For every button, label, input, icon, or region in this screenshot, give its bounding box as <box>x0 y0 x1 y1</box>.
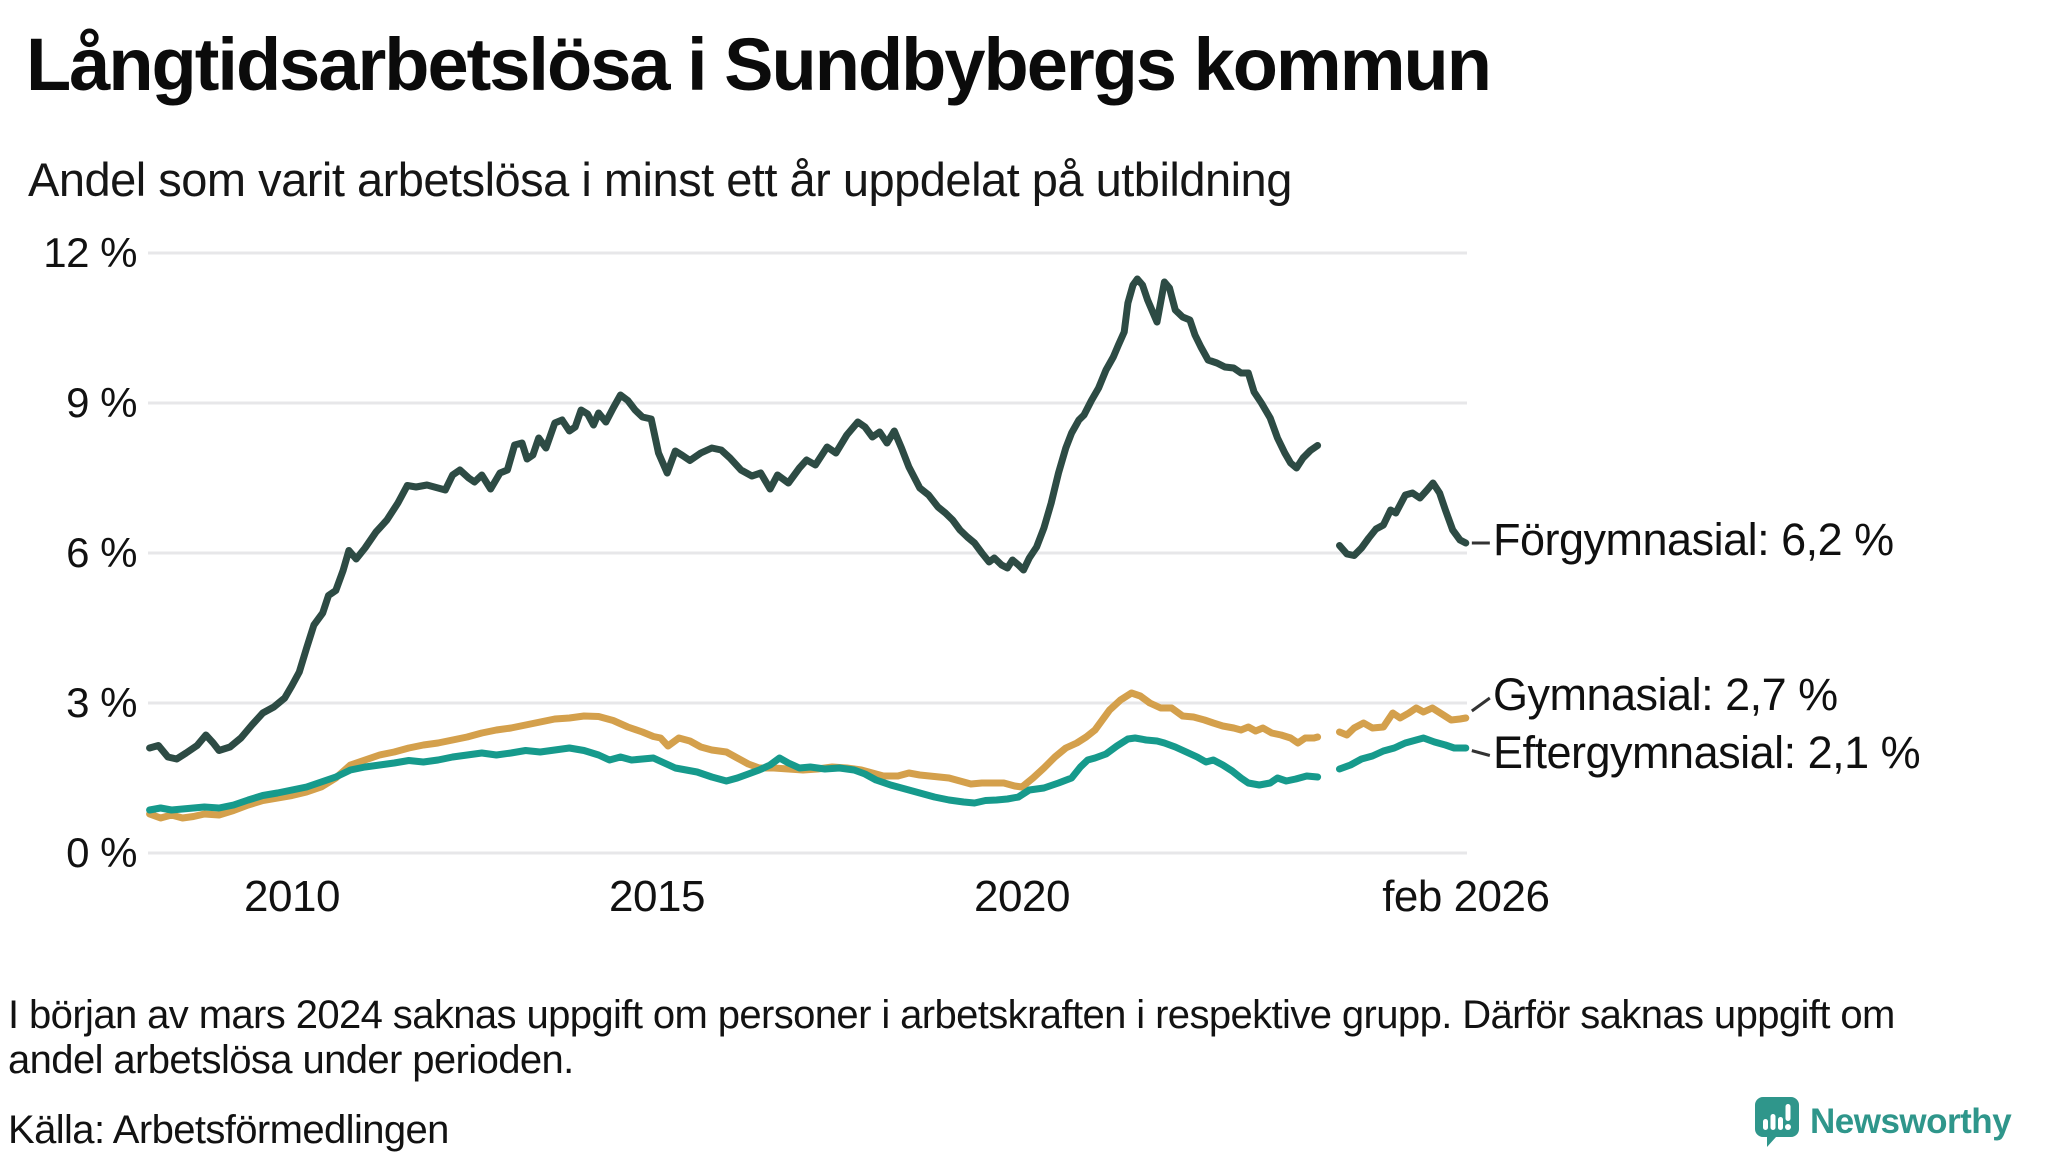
newsworthy-logo: Newsworthy <box>1754 1096 2012 1148</box>
label-connector <box>1470 696 1491 713</box>
x-axis-tick-label: feb 2026 <box>1382 872 1550 921</box>
y-axis-tick-label: 6 % <box>66 529 137 576</box>
y-axis-tick-label: 12 % <box>43 229 137 276</box>
page-subtitle: Andel som varit arbetslösa i minst ett å… <box>28 153 1292 206</box>
line-förgymnasial <box>1336 479 1470 559</box>
line-eftergymnasial <box>1336 734 1470 773</box>
footnote-line-1: I början av mars 2024 saknas uppgift om … <box>8 993 1895 1037</box>
y-axis-tick-label: 9 % <box>66 379 137 426</box>
line-förgymnasial <box>146 275 1322 763</box>
x-axis-tick-label: 2015 <box>609 872 705 921</box>
footnote-line-2: andel arbetslösa under perioden. <box>8 1038 574 1082</box>
line-gymnasial <box>146 689 1322 822</box>
label-connector <box>1471 749 1491 757</box>
page-title: Långtidsarbetslösa i Sundbybergs kommun <box>26 23 1492 106</box>
series-end-label-forgymnasial: Förgymnasial: 6,2 % <box>1493 514 1894 565</box>
x-axis-tick-label: 2020 <box>974 872 1070 921</box>
y-axis-tick-label: 0 % <box>66 829 137 876</box>
x-axis-tick-label: 2010 <box>244 872 340 921</box>
series-end-label-gymnasial: Gymnasial: 2,7 % <box>1493 669 1838 720</box>
y-axis-tick-label: 3 % <box>66 679 137 726</box>
newsworthy-wordmark: Newsworthy <box>1810 1102 2012 1141</box>
line-gymnasial <box>1336 704 1470 739</box>
line-eftergymnasial <box>146 734 1322 814</box>
series-end-label-eftergymnasial: Eftergymnasial: 2,1 % <box>1493 726 1921 778</box>
newsworthy-bubble-chart-icon <box>1755 1097 1799 1147</box>
source-note: Källa: Arbetsförmedlingen <box>8 1108 449 1152</box>
